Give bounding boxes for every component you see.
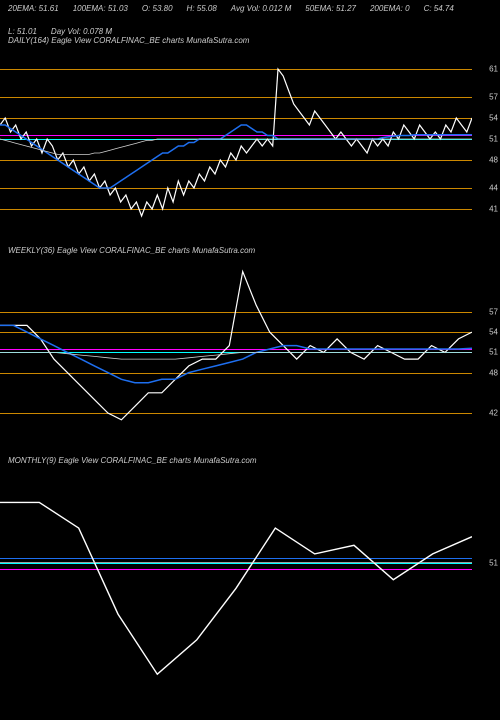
stat: 50EMA: 51.27 — [305, 4, 356, 13]
stat: H: 55.08 — [187, 4, 217, 13]
stat: 20EMA: 51.61 — [8, 4, 59, 13]
axis-label: 48 — [489, 156, 498, 165]
axis-label: 48 — [489, 368, 498, 377]
axis-label: 51 — [489, 348, 498, 357]
chart-panel: WEEKLY(36) Eagle View CORALFINAC_BE char… — [0, 240, 500, 440]
series-line — [0, 69, 472, 216]
stat: O: 53.80 — [142, 4, 173, 13]
axis-label: 54 — [489, 328, 498, 337]
stat: 200EMA: 0 — [370, 4, 410, 13]
series-line — [0, 502, 472, 674]
series-line — [0, 139, 472, 154]
series-line — [0, 125, 472, 188]
chart-panel: MONTHLY(9) Eagle View CORALFINAC_BE char… — [0, 450, 500, 700]
chart-svg — [0, 30, 472, 230]
axis-label: 51 — [489, 558, 498, 567]
axis-label: 41 — [489, 205, 498, 214]
axis-label: 57 — [489, 93, 498, 102]
axis-label: 57 — [489, 307, 498, 316]
stat: Avg Vol: 0.012 M — [231, 4, 291, 13]
chart-svg — [0, 240, 472, 440]
chart-panel: DAILY(164) Eagle View CORALFINAC_BE char… — [0, 30, 500, 230]
series-line — [0, 272, 472, 420]
axis-label: 44 — [489, 184, 498, 193]
axis-label: 51 — [489, 135, 498, 144]
stat: C: 54.74 — [424, 4, 454, 13]
axis-label: 42 — [489, 409, 498, 418]
axis-label: 61 — [489, 65, 498, 74]
stat: 100EMA: 51.03 — [73, 4, 128, 13]
chart-svg — [0, 450, 472, 700]
axis-label: 54 — [489, 114, 498, 123]
